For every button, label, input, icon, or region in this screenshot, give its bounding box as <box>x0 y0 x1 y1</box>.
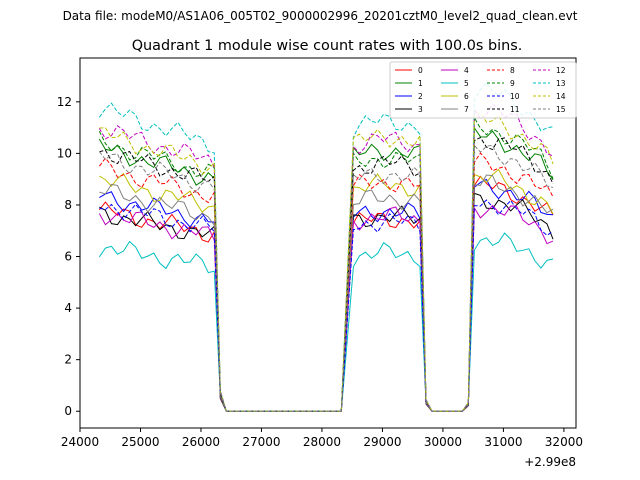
x-tick-label: 27000 <box>242 435 280 449</box>
legend-label-11: 11 <box>510 105 520 114</box>
legend-label-13: 13 <box>556 79 566 88</box>
series-line-2 <box>99 178 554 412</box>
series-line-4 <box>98 204 554 412</box>
legend-label-10: 10 <box>510 92 520 101</box>
series-line-11 <box>99 136 554 412</box>
legend-label-2: 2 <box>418 92 423 101</box>
y-tick-label: 12 <box>57 95 72 109</box>
series-line-12 <box>98 103 554 412</box>
series-line-5 <box>98 232 554 412</box>
x-tick-label: 25000 <box>121 435 159 449</box>
legend-label-12: 12 <box>556 66 566 75</box>
x-tick-label: 29000 <box>363 435 401 449</box>
series-line-10 <box>99 199 554 412</box>
legend-label-4: 4 <box>464 66 469 75</box>
x-tick-label: 32000 <box>545 435 583 449</box>
y-tick-label: 8 <box>64 198 72 212</box>
legend-label-5: 5 <box>464 79 469 88</box>
legend-label-7: 7 <box>464 105 469 114</box>
legend-label-6: 6 <box>464 92 469 101</box>
x-tick-label: 30000 <box>424 435 462 449</box>
series-line-14 <box>99 112 554 412</box>
series-line-1 <box>98 126 554 412</box>
y-tick-label: 2 <box>64 353 72 367</box>
series-line-6 <box>99 168 554 412</box>
series-line-8 <box>98 152 554 412</box>
legend-label-1: 1 <box>418 79 423 88</box>
x-tick-label: 28000 <box>303 435 341 449</box>
legend-box <box>389 61 577 119</box>
legend-label-15: 15 <box>556 105 566 114</box>
x-tick-label: 24000 <box>61 435 99 449</box>
series-line-13 <box>98 81 554 412</box>
axis-ticks: 24000 25000 26000 27000 28000 29000 30000 31000… <box>57 95 583 449</box>
y-tick-label: 6 <box>64 250 72 264</box>
series-layer <box>98 81 554 412</box>
y-tick-label: 10 <box>57 146 72 160</box>
series-line-3 <box>99 192 554 412</box>
legend-label-0: 0 <box>418 66 423 75</box>
x-offset-label: +2.99e8 <box>524 455 576 469</box>
series-line-9 <box>98 115 554 412</box>
plot-frame <box>79 57 577 429</box>
chart-title: Quadrant 1 module wise count rates with … <box>132 38 523 54</box>
chart-suptitle: Data file: modeM0/AS1A06_005T02_90000029… <box>63 9 578 23</box>
legend-label-9: 9 <box>510 79 515 88</box>
y-tick-label: 4 <box>64 301 72 315</box>
series-line-7 <box>99 174 554 412</box>
series-line-15 <box>98 144 554 412</box>
x-tick-label: 26000 <box>182 435 220 449</box>
legend-label-14: 14 <box>556 92 566 101</box>
legend-label-8: 8 <box>510 66 515 75</box>
series-line-0 <box>98 175 554 412</box>
legend-label-3: 3 <box>418 105 423 114</box>
x-tick-label: 31000 <box>484 435 522 449</box>
y-tick-label: 0 <box>64 404 72 418</box>
